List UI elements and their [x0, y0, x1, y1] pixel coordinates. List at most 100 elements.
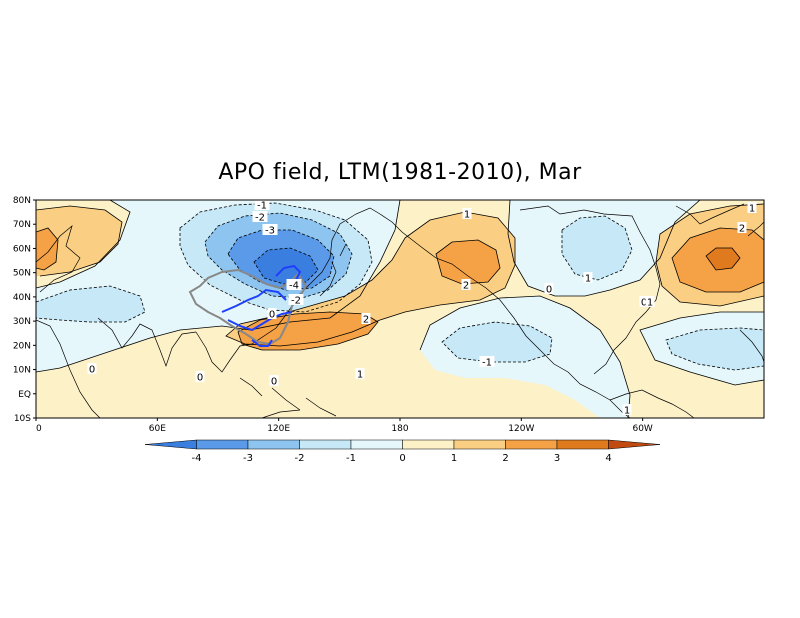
contour-label-text: 1	[464, 210, 470, 221]
contour-line-pos1-west	[36, 205, 123, 277]
contour-line-neg1-atlantic-n	[561, 215, 633, 281]
contour-label-bg	[645, 296, 655, 307]
contour-label-bg	[737, 222, 747, 233]
lon-tick-label: 0	[36, 424, 42, 434]
contour-label-text: -1	[482, 358, 492, 369]
contour-line-pos2-west	[36, 227, 59, 271]
fill-region-pos2-west	[36, 228, 58, 270]
lon-tick-label: 120W	[508, 424, 534, 434]
contour-label-bg	[254, 199, 270, 210]
contour-label: 2	[737, 222, 747, 235]
contour-line-neg1-pacific-e	[441, 321, 553, 363]
fill-region-pos2-npac	[436, 240, 500, 284]
contour-label: 1	[747, 202, 757, 215]
contour-line-zero-a	[36, 200, 131, 289]
lon-tick-label: 60W	[632, 424, 652, 434]
colorbar-label: -2	[295, 453, 305, 464]
contour-line-neg1-westasia	[36, 285, 146, 323]
contour-label-bg	[639, 296, 649, 307]
contour-label-text: -2	[291, 296, 301, 307]
contour-label-text: 0	[546, 285, 552, 296]
fill-region-pos2-wpac	[238, 312, 378, 350]
contour-label-bg	[361, 313, 371, 324]
contour-label-text: 2	[739, 224, 745, 235]
coastline-africa-w	[739, 329, 764, 363]
lat-tick-label: 30N	[13, 317, 31, 327]
coastline-arabia-india	[97, 317, 197, 368]
contour-line-layer	[36, 200, 764, 418]
colorbar-label: 1	[451, 453, 457, 464]
contour-label-bg	[462, 208, 472, 219]
contour-label-bg	[87, 363, 97, 374]
contour-label-bg	[286, 279, 302, 290]
contour-label: 0	[87, 363, 97, 376]
colorbar-swatch	[402, 439, 455, 450]
river-amur	[275, 264, 302, 281]
colorbar-swatch	[196, 439, 249, 450]
contour-label-text: 0	[271, 377, 277, 388]
lon-tick-label: 120E	[267, 424, 290, 434]
contour-label: -2	[252, 211, 268, 224]
coastline-europe-africa	[36, 224, 101, 418]
contour-label: -3	[262, 224, 278, 237]
contour-label-text: 1	[749, 204, 755, 215]
river-yellow	[221, 288, 287, 313]
fill-region-neg1-atlantic-s	[666, 328, 764, 370]
contour-label: 1	[355, 368, 365, 381]
colorbar-swatch	[350, 439, 403, 450]
contour-label: -2	[288, 294, 304, 307]
fill-region-neg4	[254, 248, 318, 284]
colorbar-label: -1	[346, 453, 356, 464]
colorbar-swatch	[299, 439, 352, 450]
contour-label: 1	[622, 404, 632, 417]
colorbar-end-left	[144, 439, 197, 450]
contour-label-bg	[288, 294, 304, 305]
lat-tick-label: 50N	[13, 269, 31, 279]
contour-label-text: 0	[197, 373, 203, 384]
colorbar-label: -4	[192, 453, 202, 464]
contour-label-text: 0	[89, 365, 95, 376]
fill-region-pos3-atlantic	[706, 248, 740, 270]
lat-tick-label: 10S	[14, 414, 31, 424]
contour-line-pos3-atlantic	[705, 247, 741, 271]
contour-label-text: 0	[641, 298, 647, 309]
contour-label-bg	[461, 279, 471, 290]
contour-label-bg	[355, 368, 365, 379]
contour-label-bg	[269, 375, 279, 386]
contour-label: 0	[267, 308, 277, 321]
contour-line-pos2-npac	[435, 239, 501, 285]
contour-label: 2	[361, 313, 371, 326]
fill-region-neg1-atlantic-n	[562, 216, 632, 280]
coastline-australia	[261, 409, 301, 418]
lon-tick-label: 180	[391, 424, 408, 434]
contour-line-zero-c	[507, 200, 701, 297]
map-title: APO field, LTM(1981-2010), Mar	[218, 160, 582, 185]
colorbar-label: -3	[243, 453, 253, 464]
river-pearl	[251, 339, 273, 347]
colorbar-label: 4	[605, 453, 611, 464]
lat-tick-label: 70N	[13, 220, 31, 230]
lat-tick-label: 60N	[13, 244, 31, 254]
colorbar-swatch	[247, 439, 300, 450]
contour-label-bg	[583, 272, 593, 283]
lat-tick-label: EQ	[18, 390, 31, 400]
fill-region-pos1-west	[36, 206, 122, 276]
contour-line-zero-e	[639, 311, 764, 386]
contour-label-text: 1	[357, 370, 363, 381]
river-yangtze	[227, 311, 293, 332]
contour-label-text: -3	[265, 226, 275, 237]
contour-label: 0	[195, 371, 205, 384]
contour-label-bg	[252, 211, 268, 222]
contour-label: 0	[544, 283, 554, 296]
contour-label-bg	[267, 308, 277, 319]
colorbar-end-right	[608, 439, 661, 450]
contour-label: 2	[461, 279, 471, 292]
lat-tick-label: 10N	[13, 366, 31, 376]
contour-line-neg4	[253, 247, 319, 285]
contour-label-text: 1	[585, 274, 591, 285]
contour-label: 1	[583, 272, 593, 285]
contour-label: 1	[462, 208, 472, 221]
contour-line-zero-d	[419, 295, 631, 418]
contour-label-bg	[544, 283, 554, 294]
